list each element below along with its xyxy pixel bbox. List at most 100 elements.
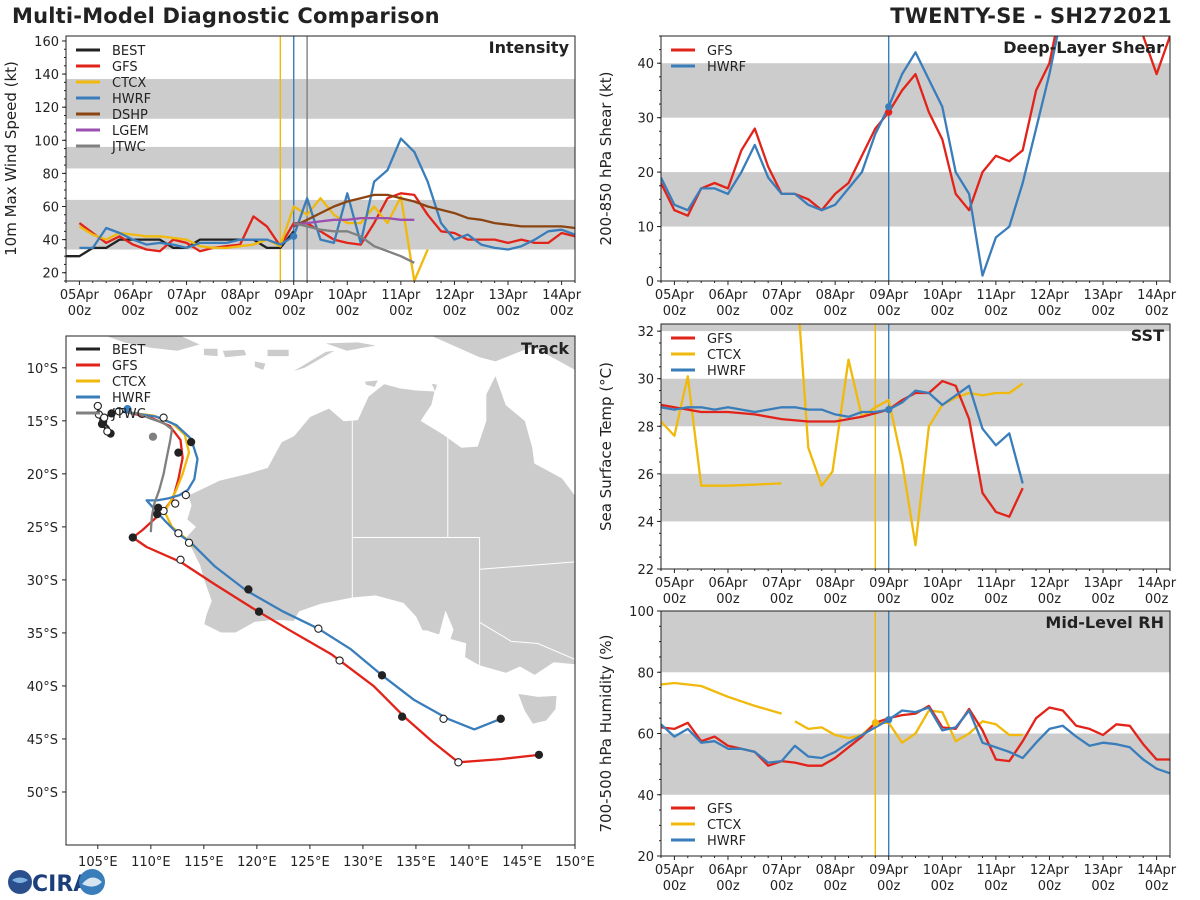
x-tick-label: 06Apr — [708, 576, 748, 591]
series-line-ctcx — [661, 375, 782, 487]
panel-track: 105°E 110°E 115°E 120°E 125°E 130°E 135°E 140°E… — [27, 335, 595, 870]
track-line-jtwc — [127, 411, 174, 533]
track-point-marker — [174, 448, 183, 457]
lon-tick-label: 115°E — [184, 855, 224, 870]
y-tick-label: 60 — [637, 728, 654, 743]
y-tick-label: 100 — [34, 134, 59, 149]
x-tick-label: 07Apr — [762, 863, 802, 878]
shade-band — [661, 611, 1170, 673]
y-tick-label: 28 — [637, 420, 654, 435]
y-tick-label: 26 — [637, 468, 654, 483]
legend-label: GFS — [112, 359, 138, 374]
series-line-hwrf — [661, 36, 1059, 277]
x-tick-sublabel: 00z — [228, 304, 252, 319]
lon-tick-label: 105°E — [78, 855, 118, 870]
panel-shear: 01020304005Apr00z06Apr00z07Apr00z08Apr00… — [597, 35, 1177, 319]
track-point-marker — [377, 671, 387, 680]
panel-title: SST — [1131, 326, 1164, 345]
x-tick-label: 07Apr — [167, 288, 207, 303]
lat-tick-label: 15°S — [27, 415, 58, 430]
marker-hwrf — [885, 103, 893, 111]
y-tick-label: 60 — [42, 201, 59, 216]
x-tick-sublabel: 00z — [984, 592, 1008, 607]
track-point-marker — [398, 712, 407, 721]
y-tick-label: 22 — [637, 563, 654, 578]
y-tick-label: 140 — [34, 68, 59, 83]
x-tick-label: 12Apr — [435, 288, 475, 303]
x-tick-label: 09Apr — [869, 288, 909, 303]
series-line-ctcx — [794, 709, 1023, 744]
marker-gfs — [885, 108, 893, 116]
x-tick-sublabel: 00z — [663, 592, 687, 607]
legend-label: CTCX — [112, 76, 146, 91]
island-land — [294, 350, 335, 371]
marker-hwrf — [885, 406, 893, 414]
x-tick-sublabel: 00z — [877, 592, 901, 607]
track-point-marker — [454, 758, 463, 767]
y-axis-label: 10m Max Wind Speed (kt) — [2, 61, 20, 256]
series-line-dshp — [293, 193, 575, 230]
x-tick-label: 08Apr — [816, 576, 856, 591]
track-point-marker — [184, 538, 194, 547]
track-point-marker — [93, 401, 102, 411]
shade-band — [661, 63, 1170, 118]
x-tick-label: 08Apr — [221, 288, 261, 303]
panel-title: Track — [521, 339, 569, 358]
series-line-jtwc — [293, 221, 415, 264]
shade-band — [661, 378, 1170, 427]
australia-land — [185, 374, 575, 676]
java-land — [106, 336, 200, 351]
island-land — [431, 336, 575, 370]
track-point-marker — [148, 432, 158, 441]
y-tick-label: 10 — [637, 221, 654, 236]
legend-label: GFS — [707, 332, 733, 347]
legend-label: GFS — [707, 802, 733, 817]
x-tick-label: 11Apr — [976, 863, 1016, 878]
y-axis-label: Sea Surface Temp (°C) — [597, 362, 615, 531]
x-tick-label: 08Apr — [816, 288, 856, 303]
track-point-marker — [496, 714, 505, 723]
series-group — [66, 137, 575, 281]
x-tick-sublabel: 00z — [1038, 592, 1062, 607]
legend-label: HWRF — [707, 60, 746, 75]
series-line-gfs — [661, 36, 1170, 217]
x-tick-label: 11Apr — [976, 288, 1016, 303]
x-tick-label: 10Apr — [923, 288, 963, 303]
x-tick-sublabel: 00z — [1038, 304, 1062, 319]
track-point-marker — [103, 427, 112, 436]
x-tick-label: 05Apr — [60, 288, 100, 303]
x-tick-sublabel: 00z — [1145, 879, 1169, 894]
x-tick-sublabel: 00z — [68, 304, 92, 319]
x-tick-sublabel: 00z — [282, 304, 306, 319]
lon-tick-label: 120°E — [237, 855, 277, 870]
track-point-marker — [107, 409, 116, 418]
series-line-ctcx — [661, 681, 782, 715]
x-tick-label: 09Apr — [869, 576, 909, 591]
island-land — [203, 348, 218, 357]
lat-tick-label: 40°S — [27, 680, 58, 695]
tasmania-land — [517, 692, 558, 725]
lon-tick-label: 150°E — [555, 855, 595, 870]
x-tick-sublabel: 00z — [716, 879, 740, 894]
x-tick-sublabel: 00z — [496, 304, 520, 319]
globe-highlight — [12, 877, 28, 883]
x-tick-label: 05Apr — [655, 863, 695, 878]
legend-label: DSHP — [112, 108, 148, 123]
track-point-marker — [176, 555, 185, 564]
shade-band — [66, 199, 575, 250]
series-group — [661, 36, 1170, 277]
x-tick-sublabel: 00z — [823, 304, 847, 319]
track-point-marker — [534, 750, 544, 760]
logo-wave — [82, 877, 102, 887]
lon-tick-label: 130°E — [343, 855, 383, 870]
x-tick-label: 13Apr — [489, 288, 529, 303]
x-tick-label: 13Apr — [1084, 576, 1124, 591]
y-tick-label: 160 — [34, 35, 59, 50]
track-point-marker — [174, 529, 183, 538]
y-tick-label: 120 — [34, 101, 59, 116]
legend-label: CTCX — [707, 818, 741, 833]
x-tick-sublabel: 00z — [443, 304, 467, 319]
track-point-marker — [123, 405, 132, 414]
lon-tick-label: 110°E — [131, 855, 171, 870]
